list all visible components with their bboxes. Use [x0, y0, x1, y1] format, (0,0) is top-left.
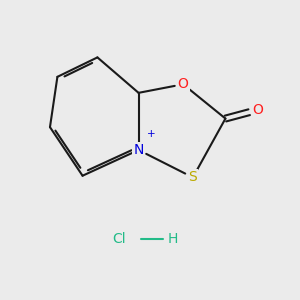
- Text: O: O: [178, 77, 189, 91]
- Text: Cl: Cl: [112, 232, 125, 246]
- Text: O: O: [252, 103, 263, 117]
- Text: H: H: [168, 232, 178, 246]
- Text: S: S: [188, 170, 197, 184]
- Text: +: +: [147, 129, 155, 139]
- Text: N: N: [134, 143, 144, 157]
